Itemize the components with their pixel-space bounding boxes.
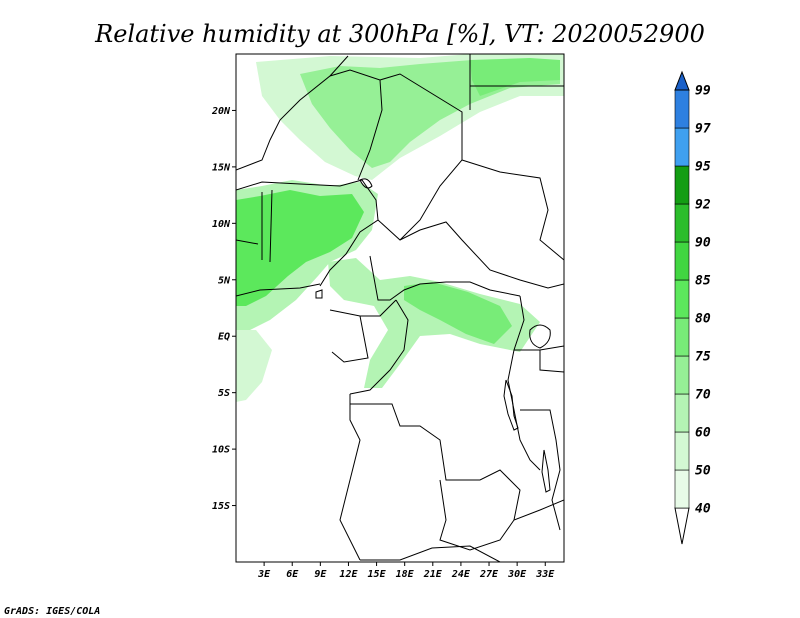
colorbar-label: 97: [695, 122, 711, 137]
lon-tick-label: 30E: [507, 569, 527, 580]
lat-tick-label: EQ: [218, 332, 230, 343]
map-title: Relative humidity at 300hPa [%], VT: 202…: [94, 20, 705, 48]
lon-tick-label: 12E: [339, 569, 358, 580]
lon-tick-label: 15E: [368, 569, 387, 580]
humidity-area-central: [328, 258, 540, 388]
credit-text: GrADS: IGES/COLA: [4, 606, 100, 617]
colorbar-segment: [674, 469, 690, 509]
humidity-area-west-core: [236, 190, 364, 306]
colorbar-over-triangle: [674, 70, 690, 91]
colorbar-under-triangle: [674, 507, 690, 545]
colorbar-label: 99: [695, 84, 711, 99]
colorbar: 40 50 60 70 75 80 85 90 92 95 97 99: [674, 70, 711, 545]
longitude-axis: 3E 6E 9E 12E 15E 18E 21E 24E 27E 30E 33E: [257, 562, 555, 580]
colorbar-segment: [674, 431, 690, 471]
colorbar-label: 90: [695, 236, 711, 251]
colorbar-label: 60: [695, 426, 711, 441]
humidity-area-central-core: [404, 282, 512, 344]
lake-tanganyika: [503, 379, 519, 431]
colorbar-segment: [674, 203, 690, 243]
lon-tick-label: 18E: [396, 569, 415, 580]
lat-tick-label: 15N: [212, 162, 231, 173]
lake-chad: [359, 178, 373, 189]
lon-tick-label: 21E: [423, 569, 443, 580]
colorbar-segment: [674, 279, 690, 319]
lat-tick-label: 20N: [211, 106, 231, 117]
lake-malawi: [541, 449, 551, 493]
lat-tick-label: 10S: [212, 445, 230, 456]
lakes: [315, 178, 551, 493]
lat-tick-label: 10N: [212, 219, 231, 230]
colorbar-label: 92: [695, 198, 711, 213]
colorbar-segment: [674, 89, 690, 129]
lon-tick-label: 33E: [535, 569, 555, 580]
lon-tick-label: 24E: [451, 569, 471, 580]
colorbar-segment: [674, 393, 690, 433]
lat-tick-label: 5S: [218, 388, 230, 399]
colorbar-label: 70: [695, 388, 711, 403]
colorbar-segment: [674, 355, 690, 395]
latitude-axis: 20N 15N 10N 5N EQ 5S 10S 15S: [211, 106, 236, 512]
lon-tick-label: 9E: [314, 569, 327, 580]
lon-tick-label: 3E: [257, 569, 271, 580]
colorbar-segment: [674, 127, 690, 167]
lon-tick-label: 6E: [286, 569, 299, 580]
colorbar-label: 95: [695, 160, 711, 175]
lat-tick-label: 15S: [212, 501, 230, 512]
humidity-area-coast: [236, 330, 272, 402]
map-frame: [235, 53, 565, 563]
colorbar-label: 50: [695, 464, 711, 479]
colorbar-label: 85: [695, 274, 711, 289]
colorbar-label: 75: [695, 350, 711, 365]
lat-tick-label: 5N: [218, 275, 231, 286]
country-borders: [236, 54, 564, 562]
island-bioko: [315, 289, 323, 299]
colorbar-segment: [674, 317, 690, 357]
colorbar-label: 40: [695, 502, 711, 517]
colorbar-label: 80: [695, 312, 711, 327]
lake-victoria: [529, 324, 551, 349]
lon-tick-label: 27E: [479, 569, 499, 580]
colorbar-segment: [674, 241, 690, 281]
colorbar-segment: [674, 165, 690, 205]
